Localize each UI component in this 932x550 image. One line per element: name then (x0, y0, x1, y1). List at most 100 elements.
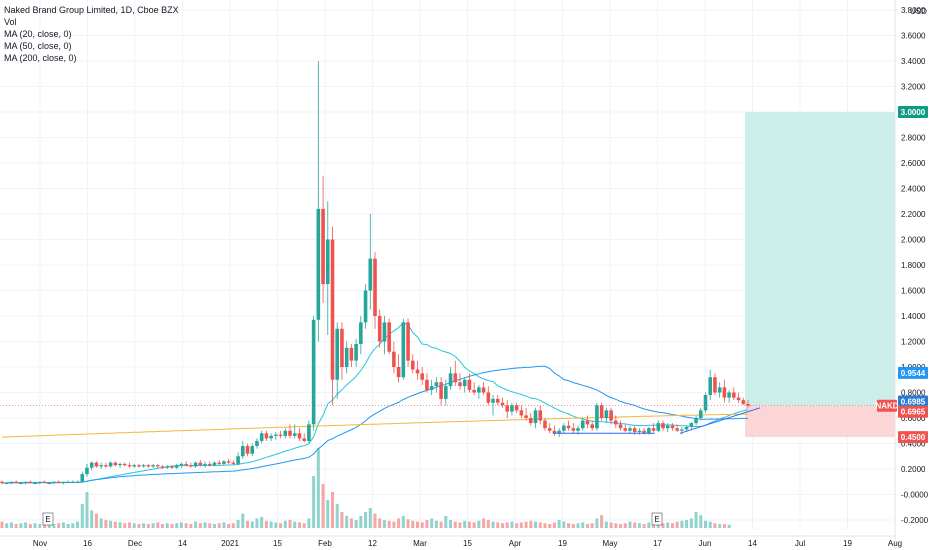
volume-bar (666, 522, 670, 528)
volume-bar (397, 518, 401, 528)
volume-bar (430, 518, 434, 528)
volume-bar (127, 522, 131, 528)
candle-body (552, 430, 557, 434)
candle-body (406, 322, 410, 361)
candle-body (274, 434, 278, 436)
candle-body (373, 258, 377, 316)
candle-body (127, 465, 132, 467)
candle-body (609, 410, 613, 421)
volume-bar (113, 521, 117, 528)
volume-bar (614, 523, 618, 528)
volume-bar (543, 523, 547, 528)
candle-body (514, 405, 519, 411)
candle-body (467, 379, 472, 390)
candle-body (613, 420, 618, 425)
y-tick-label: 1.8000 (901, 261, 926, 270)
candle-body (486, 392, 491, 403)
candle-body (47, 483, 52, 485)
volume-bar (548, 524, 552, 528)
y-tick-label: 3.2000 (901, 83, 926, 92)
candle-body (472, 389, 476, 393)
volume-bar (47, 523, 51, 528)
volume-bar (581, 522, 585, 528)
volume-bar (222, 522, 226, 528)
volume-bar (212, 524, 216, 528)
candle-body (359, 322, 363, 345)
volume-bar (132, 523, 136, 528)
volume-bar (85, 492, 89, 528)
volume-bar (656, 524, 660, 528)
candle-body (377, 316, 382, 342)
candle-body (132, 465, 137, 467)
ma200-line (1, 413, 748, 438)
y-tick-label: 2.0000 (901, 236, 926, 245)
candle-body (689, 423, 694, 427)
volume-bar (19, 523, 23, 528)
y-tick-label: -0.0000 (901, 491, 929, 500)
candle-body (33, 483, 37, 485)
volume-bar (302, 523, 306, 528)
candle-body (259, 433, 264, 441)
candle-body (311, 319, 316, 425)
candle-body (590, 424, 594, 429)
volume-bar (321, 484, 325, 528)
x-tick-label: Feb (318, 539, 332, 548)
candle-body (349, 347, 354, 361)
candle-body (80, 474, 85, 482)
candle-body (255, 440, 259, 447)
candle-body (538, 410, 543, 421)
volume-bar (637, 523, 641, 528)
volume-bar (340, 512, 344, 528)
svg-text:0.6965: 0.6965 (901, 408, 926, 417)
volume-bar (184, 523, 188, 528)
volume-bar (14, 524, 18, 528)
candle-body (108, 462, 113, 467)
x-tick-label: 14 (178, 539, 187, 548)
volume-bar (444, 516, 448, 528)
candle-body (604, 410, 609, 418)
x-tick-label: Mar (413, 539, 427, 548)
candle-body (165, 466, 170, 468)
volume-bar (567, 523, 571, 528)
candle-body (250, 446, 255, 454)
volume-bar (434, 520, 438, 528)
legend-vol: Vol (4, 17, 17, 27)
volume-bar (500, 523, 504, 528)
volume-bar (486, 520, 490, 528)
candle-body (99, 465, 103, 467)
volume-bar (463, 520, 467, 528)
earnings-marker (651, 512, 663, 526)
volume-bar (198, 523, 202, 528)
candle-body (533, 410, 538, 424)
volume-bar (609, 522, 613, 528)
volume-bar (227, 524, 231, 528)
volume-bar (52, 524, 56, 528)
candle-body (283, 430, 288, 436)
candle-body (222, 461, 226, 464)
volume-bar (585, 524, 589, 528)
volume-bar (704, 520, 708, 528)
volume-bar (170, 524, 174, 528)
candle-body (680, 429, 684, 431)
volume-bar (142, 523, 146, 528)
price-tag-target: 3.0000 (898, 106, 928, 118)
x-tick-label: 2021 (221, 539, 239, 548)
volume-bar (175, 523, 179, 528)
volume-bar (415, 521, 419, 528)
volume-bar (472, 522, 476, 528)
candle-body (236, 456, 240, 464)
candle-body (330, 239, 335, 380)
candle-body (524, 415, 528, 418)
candle-body (481, 387, 486, 393)
volume-bar (647, 522, 651, 528)
candle-body (708, 377, 713, 396)
x-tick-label: Aug (888, 539, 902, 548)
candle-body (732, 392, 736, 398)
stop-zone (745, 405, 895, 438)
volume-bar (161, 524, 165, 528)
candle-body (184, 463, 188, 466)
candle-body (368, 258, 373, 291)
candle-body (89, 462, 94, 468)
volume-bar (628, 521, 632, 528)
